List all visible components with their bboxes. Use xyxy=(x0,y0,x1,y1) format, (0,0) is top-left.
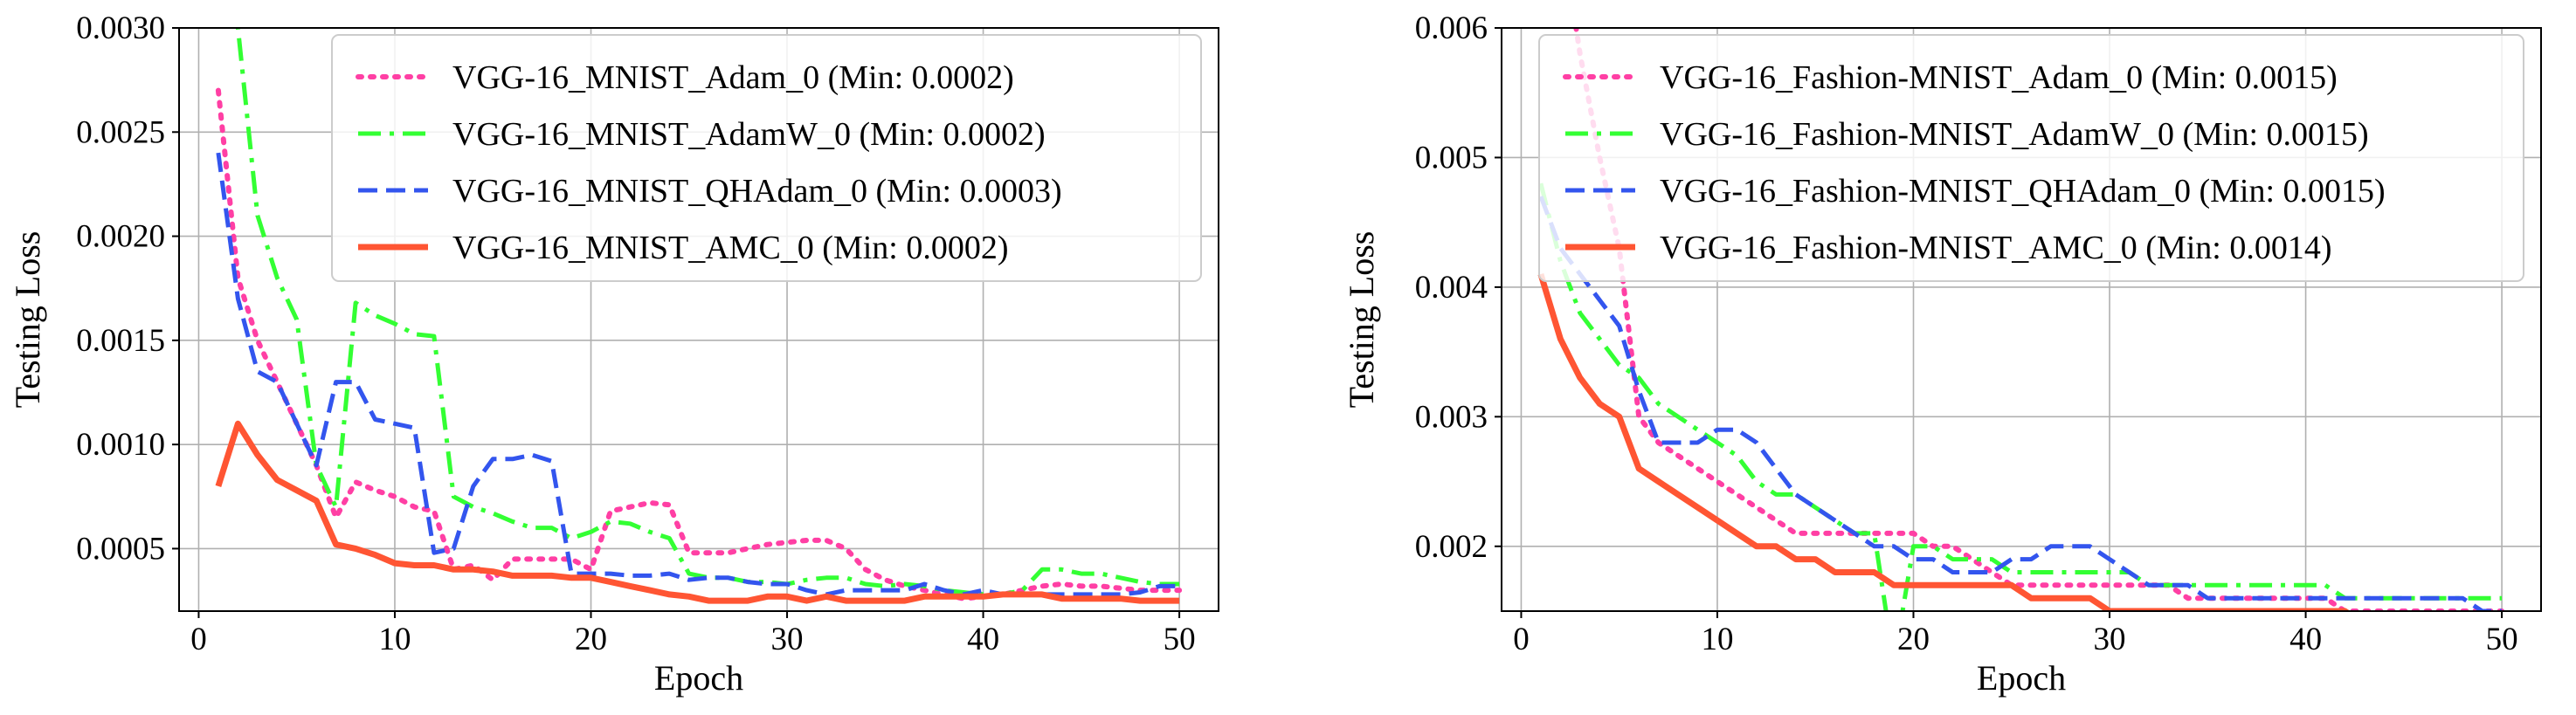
legend-box xyxy=(1538,34,2524,282)
plot-frame-fashion-mnist xyxy=(1501,27,2542,612)
y-tick-label: 0.004 xyxy=(1415,270,1488,306)
legend-label: VGG-16_MNIST_AdamW_0 (Min: 0.0002) xyxy=(452,116,1046,153)
legend-label: VGG-16_MNIST_Adam_0 (Min: 0.0002) xyxy=(452,59,1014,96)
series-layer-fashion-mnist xyxy=(1537,28,2505,611)
y-tick-label: 0.0010 xyxy=(76,427,165,463)
x-tick-label: 0 xyxy=(1513,622,1530,657)
y-tick-label: 0.0020 xyxy=(76,219,165,255)
x-tick-label: 0 xyxy=(190,622,207,657)
series-line-dashdot xyxy=(235,28,1180,597)
x-axis-label-fashion-mnist: Epoch xyxy=(1977,658,2066,698)
chart-fashion-mnist: 0 10 20 30 40 50 0.002 0.003 0.004 0.005 0.006 Ep… xyxy=(1342,10,2542,698)
y-tick-label: 0.003 xyxy=(1415,399,1488,435)
y-axis-label-fashion-mnist: Testing Loss xyxy=(1342,231,1381,409)
series-line-solid xyxy=(215,420,1180,604)
x-axis-label-mnist: Epoch xyxy=(654,658,743,698)
legend-mnist: VGG-16_MNIST_Adam_0 (Min: 0.0002) VGG-16_… xyxy=(331,34,1202,282)
x-tick-label: 20 xyxy=(1897,622,1930,657)
x-ticks-mnist: 0 10 20 30 40 50 xyxy=(190,611,1196,657)
legend-label: VGG-16_MNIST_AMC_0 (Min: 0.0002) xyxy=(452,230,1009,266)
y-tick-label: 0.005 xyxy=(1415,140,1488,175)
series-line-dotted xyxy=(215,87,1183,602)
legend-label: VGG-16_Fashion-MNIST_QHAdam_0 (Min: 0.00… xyxy=(1660,173,2386,210)
y-tick-label: 0.0025 xyxy=(76,114,165,150)
legend-fashion-mnist: VGG-16_Fashion-MNIST_Adam_0 (Min: 0.0015… xyxy=(1538,34,2524,282)
y-tick-label: 0.0005 xyxy=(76,531,165,567)
y-axis-label-mnist: Testing Loss xyxy=(8,231,47,409)
x-tick-label: 10 xyxy=(378,622,411,657)
y-tick-label: 0.006 xyxy=(1415,10,1488,46)
series-layer-mnist xyxy=(215,28,1183,604)
y-tick-label: 0.002 xyxy=(1415,529,1488,565)
legend-box xyxy=(331,34,1202,282)
chart-mnist: 0 10 20 30 40 50 0.00050.00100.00150.00200.00… xyxy=(8,10,1219,698)
x-ticks-fashion-mnist: 0 10 20 30 40 50 xyxy=(1513,611,2518,657)
x-tick-label: 40 xyxy=(2289,622,2322,657)
y-ticks-mnist: 0.0005 0.0010 0.0015 0.0020 0.0025 0.0030 xyxy=(76,10,179,567)
legend-label: VGG-16_MNIST_QHAdam_0 (Min: 0.0003) xyxy=(452,173,1062,210)
series-line-dashed xyxy=(1538,196,2503,611)
y-ticks-fashion-mnist: 0.002 0.003 0.004 0.005 0.006 xyxy=(1415,10,1502,565)
x-tick-label: 40 xyxy=(967,622,999,657)
x-tick-label: 50 xyxy=(2486,622,2518,657)
series-line-solid xyxy=(1537,272,2351,611)
x-tick-label: 30 xyxy=(2094,622,2126,657)
x-tick-label: 30 xyxy=(771,622,804,657)
x-tick-label: 50 xyxy=(1164,622,1196,657)
legend-label: VGG-16_Fashion-MNIST_AMC_0 (Min: 0.0014) xyxy=(1660,230,2332,266)
y-tick-label: 0.0015 xyxy=(76,323,165,359)
plot-frame-mnist xyxy=(178,27,1219,612)
legend-label: VGG-16_Fashion-MNIST_AdamW_0 (Min: 0.001… xyxy=(1660,116,2369,153)
x-tick-label: 20 xyxy=(575,622,607,657)
x-tick-label: 10 xyxy=(1701,622,1733,657)
legend-label: VGG-16_Fashion-MNIST_Adam_0 (Min: 0.0015… xyxy=(1660,59,2338,96)
y-tick-label: 0.0030 xyxy=(76,10,165,46)
